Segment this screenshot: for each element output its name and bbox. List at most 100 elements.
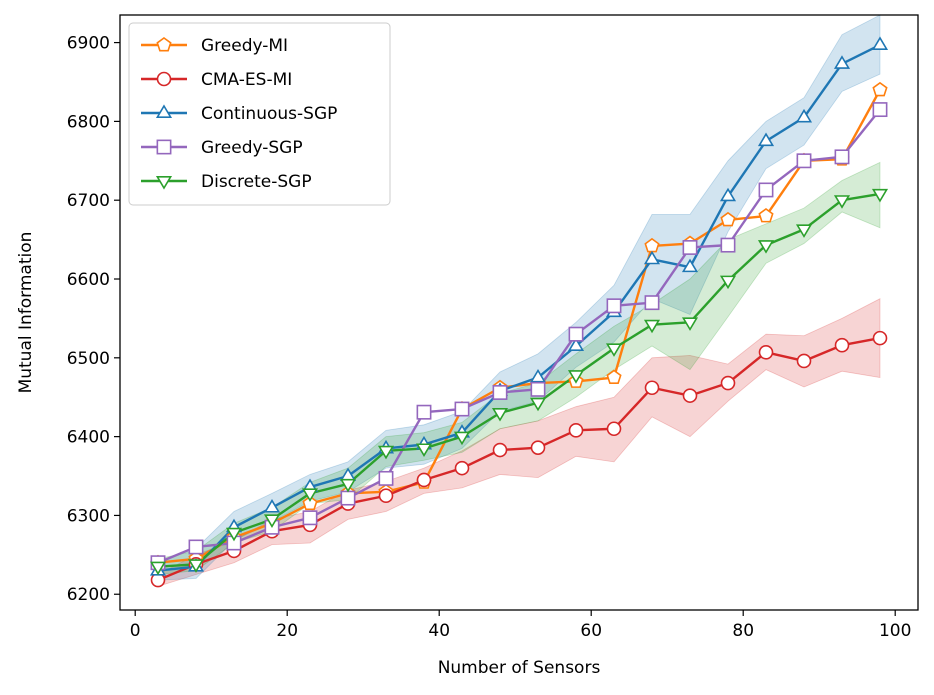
legend-item-cma-es-mi: CMA-ES-MI: [141, 70, 292, 90]
greedy-sgp-point: [530, 381, 546, 397]
discrete-sgp-point: [529, 397, 547, 412]
continuous-sgp-point: [871, 36, 889, 50]
discrete-sgp-point: [225, 527, 243, 542]
legend-label: Greedy-SGP: [201, 138, 303, 158]
discrete-sgp-point: [757, 240, 775, 254]
continuous-sgp-line: [157, 43, 881, 572]
discrete-sgp-point: [719, 275, 737, 290]
continuous-sgp-point: [567, 337, 585, 351]
discrete-sgp-point: [643, 319, 661, 334]
greedy-sgp-point: [568, 326, 584, 342]
cma-es-mi-point: [834, 337, 850, 353]
greedy-sgp-point: [872, 102, 888, 118]
x-tick-label: 100: [879, 621, 911, 641]
greedy-sgp-point: [302, 510, 318, 526]
greedy-sgp-point: [834, 149, 850, 165]
cma-es-mi-point: [872, 330, 888, 346]
legend-marker: [156, 71, 172, 87]
cma-es-mi-point: [606, 421, 622, 437]
greedy-mi-point: [758, 207, 774, 223]
discrete-sgp-point: [149, 561, 167, 576]
greedy-mi-point: [720, 211, 736, 227]
y-axis-ticks: 6200 6300 6400 6500 6600 6700 6800 6900: [67, 34, 120, 605]
greedy-mi-point: [872, 81, 888, 97]
legend-marker: [155, 176, 173, 190]
y-tick-label: 6300: [67, 506, 110, 526]
discrete-sgp-point: [681, 317, 699, 331]
x-tick-label: 60: [580, 621, 602, 641]
y-tick-label: 6200: [67, 585, 110, 605]
y-tick-label: 6500: [67, 349, 110, 369]
greedy-sgp-point: [682, 240, 698, 255]
discrete-sgp-point: [833, 195, 851, 209]
cma-es-mi-point: [530, 440, 546, 455]
x-tick-label: 20: [276, 621, 298, 641]
legend-label: Greedy-MI: [201, 36, 288, 56]
x-tick-label: 40: [428, 621, 450, 641]
cma-es-mi-point: [454, 460, 470, 476]
greedy-sgp-point: [644, 295, 660, 311]
x-axis-ticks: 0 20 40 60 80 100: [130, 610, 911, 641]
y-axis-label: Mutual Information: [16, 232, 36, 394]
legend-label: CMA-ES-MI: [201, 70, 292, 90]
cma-es-mi-point: [416, 472, 432, 488]
x-axis-label: Number of Sensors: [438, 658, 601, 678]
legend-label: Discrete-SGP: [201, 172, 312, 192]
greedy-sgp-point: [758, 182, 774, 198]
continuous-sgp-point: [795, 108, 813, 123]
greedy-sgp-point: [492, 385, 508, 400]
legend-item-discrete-sgp: Discrete-SGP: [141, 172, 312, 192]
discrete-sgp-point: [415, 443, 433, 458]
plot-frame: [119, 14, 919, 611]
cma-es-mi-point: [492, 442, 508, 458]
greedy-sgp-point: [188, 539, 204, 555]
continuous-sgp-band: [157, 14, 881, 581]
greedy-sgp-point: [340, 490, 356, 506]
discrete-sgp-point: [339, 478, 357, 493]
continuous-sgp-point: [263, 498, 281, 513]
cma-es-mi-point: [568, 423, 584, 438]
cma-es-mi-band: [157, 298, 881, 587]
legend-marker: [155, 104, 173, 118]
continuous-sgp-point: [833, 55, 851, 69]
legend-marker: [156, 139, 172, 155]
greedy-sgp-point: [454, 401, 470, 417]
greedy-mi-point: [606, 369, 622, 384]
legend-marker: [156, 37, 172, 52]
legend-item-greedy-sgp: Greedy-SGP: [141, 138, 303, 158]
discrete-sgp-point: [491, 407, 509, 422]
discrete-sgp-point: [187, 559, 205, 573]
discrete-sgp-point: [377, 445, 395, 460]
cma-es-mi-point: [682, 388, 698, 403]
legend-label: Continuous-SGP: [201, 104, 337, 124]
legend-box: [128, 22, 391, 206]
cma-es-mi-point: [796, 353, 812, 369]
greedy-sgp-point: [720, 237, 736, 253]
discrete-sgp-point: [301, 488, 319, 502]
y-tick-label: 6900: [67, 34, 110, 54]
discrete-sgp-point: [263, 514, 281, 528]
y-tick-label: 6800: [67, 112, 110, 132]
greedy-mi-point: [302, 495, 318, 511]
cma-es-mi-point: [758, 344, 774, 360]
legend-item-continuous-sgp: Continuous-SGP: [141, 104, 337, 124]
discrete-sgp-point: [605, 343, 623, 357]
y-tick-label: 6600: [67, 270, 110, 290]
y-tick-label: 6400: [67, 428, 110, 448]
continuous-sgp-point: [757, 132, 775, 147]
continuous-sgp-point: [643, 250, 661, 265]
discrete-sgp-point: [453, 431, 471, 446]
legend-item-greedy-mi: Greedy-MI: [141, 36, 288, 56]
greedy-sgp-point: [796, 153, 812, 169]
greedy-sgp-point: [606, 298, 622, 314]
legend: Greedy-MI CMA-ES-MI Continuous-SGP Greedy-S…: [128, 22, 391, 206]
discrete-sgp-point: [795, 224, 813, 238]
cma-es-mi-point: [720, 375, 736, 391]
series-markers: [149, 36, 889, 588]
discrete-sgp-point: [567, 370, 585, 384]
x-tick-label: 80: [732, 621, 754, 641]
x-tick-label: 0: [130, 621, 141, 641]
cma-es-mi-point: [378, 488, 394, 504]
discrete-sgp-point: [871, 188, 889, 203]
